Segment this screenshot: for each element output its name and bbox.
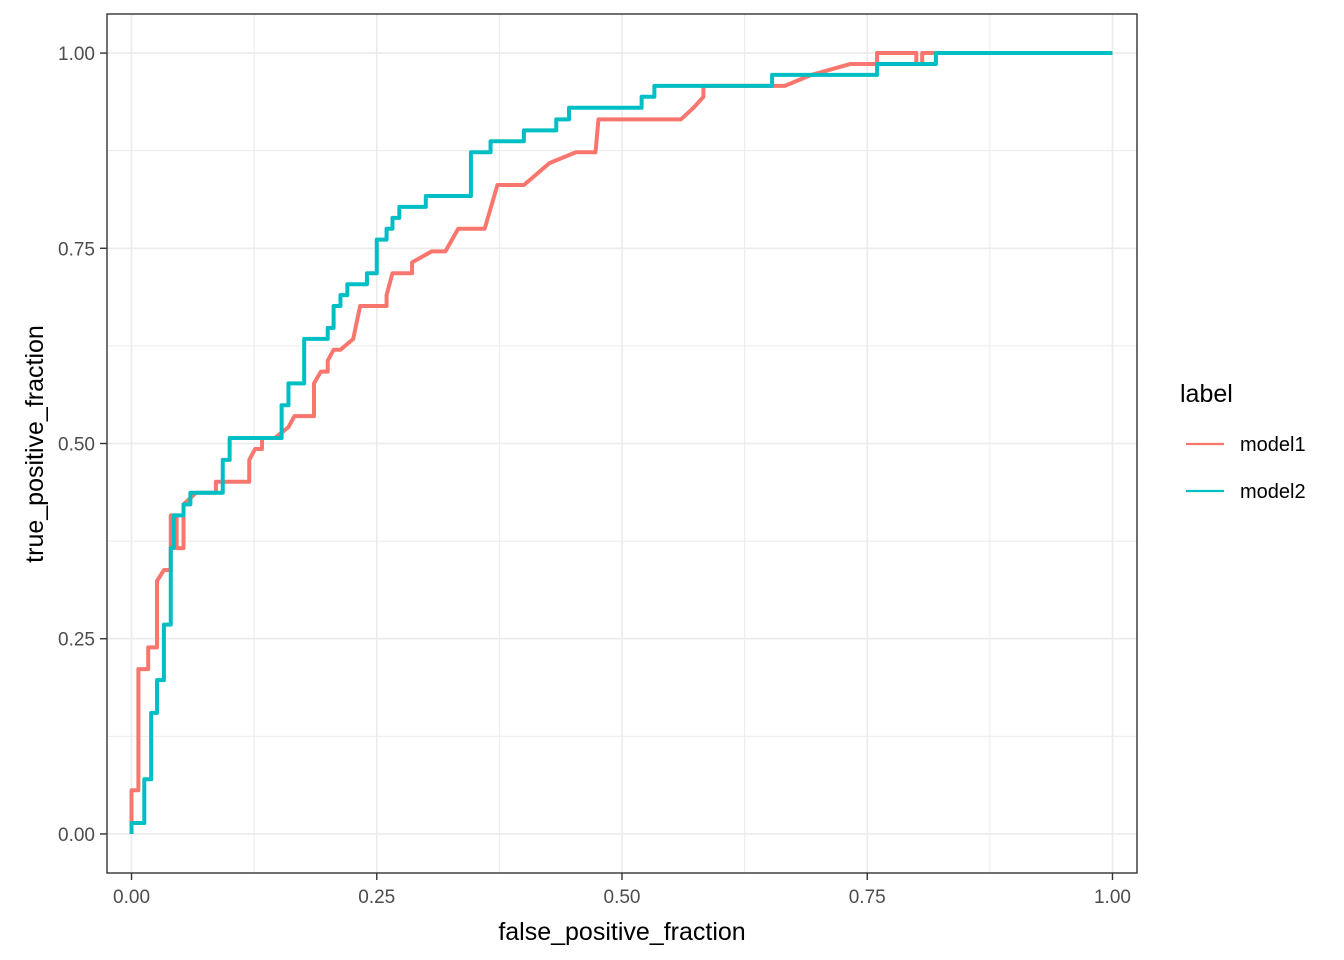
x-axis: 0.00 0.25 0.50 0.75 1.00 — [113, 873, 1131, 908]
series-line-model2 — [129, 51, 1113, 834]
y-tick-label: 0.00 — [58, 825, 95, 846]
major-grid — [107, 14, 1137, 873]
y-tick-label: 0.50 — [58, 435, 95, 456]
x-tick-label: 1.00 — [1094, 887, 1131, 908]
x-tick-label: 0.50 — [604, 887, 641, 908]
y-axis: 0.00 0.25 0.50 0.75 1.00 — [58, 44, 107, 846]
series-layer — [129, 51, 1113, 834]
legend-items: model1 model2 — [1186, 434, 1306, 503]
x-tick-label: 0.00 — [113, 887, 150, 908]
x-tick-label: 0.25 — [358, 887, 395, 908]
legend-title: label — [1180, 380, 1233, 408]
legend-label-model1: model1 — [1240, 434, 1306, 456]
y-tick-label: 0.25 — [58, 630, 95, 651]
y-axis-title: true_positive_fraction — [21, 325, 49, 563]
legend: label model1 model2 — [1180, 380, 1306, 503]
x-axis-title: false_positive_fraction — [498, 918, 745, 946]
y-tick-label: 0.75 — [58, 239, 95, 260]
y-tick-label: 1.00 — [58, 44, 95, 65]
x-tick-label: 0.75 — [849, 887, 886, 908]
legend-label-model2: model2 — [1240, 481, 1306, 503]
